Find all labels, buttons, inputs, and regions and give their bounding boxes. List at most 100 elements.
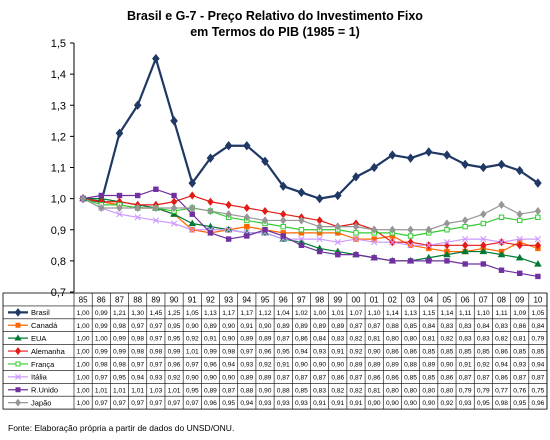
table-cell-value: 1,10 [477,310,490,317]
data-point [534,206,542,216]
table-cell-value: 0,89 [313,323,326,330]
x-category-label: 07 [479,295,488,304]
legend-series-name: Brasil [31,308,50,317]
table-cell-value: 0,95 [168,336,181,343]
table-cell-value: 0,87 [277,374,290,381]
table-cell-value: 0,83 [495,323,508,330]
legend-key-marker [14,334,22,341]
data-point [480,235,487,243]
data-point [407,258,414,264]
data-point [262,227,268,233]
data-point [244,223,250,230]
x-category-label: 89 [151,295,160,304]
table-cell-value: 0,97 [95,374,108,381]
data-point [535,214,541,221]
table-cell-value: 0,80 [404,387,417,394]
table-cell-value: 1,11 [495,310,508,317]
data-point [444,258,450,264]
data-point [534,241,542,250]
data-point [334,190,342,201]
table-cell-value: 0,87 [350,374,363,381]
table-cell-value: 0,86 [295,336,308,343]
series-line-7 [82,198,539,231]
table-cell-value: 1,09 [513,310,526,317]
table-cell-value: 0,99 [95,310,108,317]
table-cell-value: 0,99 [113,349,126,356]
x-category-label: 08 [497,295,506,304]
table-cell-value: 0,81 [368,336,381,343]
table-cell-value: 0,90 [404,400,417,407]
table-cell-value: 0,94 [295,349,308,356]
data-point [189,211,195,217]
table-cell-value: 0,85 [531,349,544,356]
source-note: Fonte: Elaboração própria a partir de da… [8,423,235,433]
series-line-0 [82,57,539,203]
table-cell-value: 0,90 [422,400,435,407]
data-point [152,53,160,64]
data-point [498,214,505,221]
table-cell-value: 0,97 [186,361,199,368]
series-line-6 [82,188,539,278]
table-cell-value: 0,98 [495,400,508,407]
table-cell-value: 0,89 [368,361,381,368]
table-cell-value: 0,98 [131,349,144,356]
table-cell-value: 0,89 [240,374,253,381]
table-cell-value: 0,97 [168,400,181,407]
table-cell-value: 0,88 [386,323,399,330]
table-cell-value: 0,99 [95,323,108,330]
data-point [498,239,505,246]
table-cell-value: 0,86 [404,349,417,356]
table-cell-value: 0,98 [113,323,126,330]
table-cell-value: 0,81 [368,387,381,394]
data-point [426,258,432,264]
data-point [335,251,341,258]
y-tick-label: 1,4 [51,69,66,81]
legend-series-name: Itália [31,373,48,382]
data-point [498,267,505,273]
data-point [207,197,214,206]
table-cell-value: 0,90 [313,361,326,368]
table-cell-value: 0,90 [368,400,381,407]
data-point [334,222,341,231]
table-cell-value: 1,45 [149,310,162,317]
table-cell-value: 0,91 [313,400,326,407]
table-cell-value: 0,98 [113,361,126,368]
table-cell-value: 0,83 [459,323,472,330]
table-cell-value: 0,86 [386,374,399,381]
table-cell-value: 0,83 [459,336,472,343]
data-point [443,250,451,258]
table-cell-value: 0,89 [277,323,290,330]
legend-series-name: Canadá [31,321,58,330]
data-point [371,255,377,261]
table-cell-value: 1,00 [313,310,326,317]
table-cell-value: 0,98 [149,349,162,356]
table-cell-value: 0,97 [240,349,253,356]
table-cell-value: 0,98 [222,349,235,356]
data-point [225,226,232,233]
table-cell-value: 1,00 [77,361,90,368]
table-cell-value: 0,87 [368,323,381,330]
series-line-1 [82,198,539,253]
data-point [261,156,269,166]
data-point [134,203,141,213]
table-cell-value: 0,82 [331,387,344,394]
data-point [316,235,323,243]
axes-group: 0,70,80,91,01,11,21,31,41,5 [51,38,75,299]
data-point [79,194,87,203]
y-tick-label: 0,9 [51,225,66,237]
data-point [407,233,414,239]
table-cell-value: 0,95 [477,400,490,407]
table-cell-value: 0,95 [113,374,126,381]
data-point [316,222,323,231]
table-cell-value: 0,96 [204,361,217,368]
data-point [134,214,141,221]
table-cell-value: 0,90 [368,349,381,356]
data-point [480,241,487,250]
data-point [188,219,197,227]
x-category-label: 02 [388,295,397,304]
table-cell-value: 0,98 [95,361,108,368]
data-point [480,261,487,267]
table-cell-value: 1,25 [168,310,181,317]
table-cell-value: 0,97 [131,323,144,330]
